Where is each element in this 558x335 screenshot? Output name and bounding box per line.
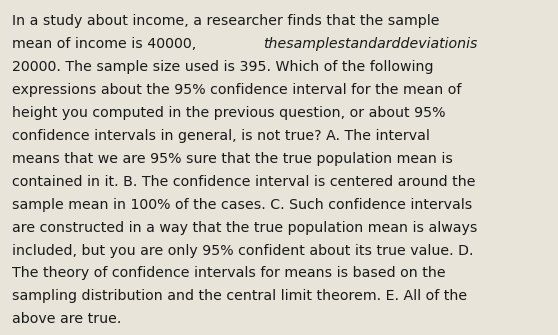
Text: thesamplestandarddeviationis: thesamplestandarddeviationis <box>263 37 478 51</box>
Text: contained in it. B. The confidence interval is centered around the: contained in it. B. The confidence inter… <box>12 175 476 189</box>
Text: expressions about the 95% confidence interval for the mean of: expressions about the 95% confidence int… <box>12 83 461 97</box>
Text: included, but you are only 95% confident about its true value. D.: included, but you are only 95% confident… <box>12 244 474 258</box>
Text: means that we are 95% sure that the true population mean is: means that we are 95% sure that the true… <box>12 152 453 166</box>
Text: mean of income is 40000,: mean of income is 40000, <box>12 37 196 51</box>
Text: The theory of confidence intervals for means is based on the: The theory of confidence intervals for m… <box>12 267 446 280</box>
Text: above are true.: above are true. <box>12 313 122 326</box>
Text: sampling distribution and the central limit theorem. E. All of the: sampling distribution and the central li… <box>12 289 468 304</box>
Text: 20000. The sample size used is 395. Which of the following: 20000. The sample size used is 395. Whic… <box>12 60 434 74</box>
Text: sample mean in 100% of the cases. C. Such confidence intervals: sample mean in 100% of the cases. C. Suc… <box>12 198 473 212</box>
Text: are constructed in a way that the true population mean is always: are constructed in a way that the true p… <box>12 221 478 234</box>
Text: height you computed in the previous question, or about 95%: height you computed in the previous ques… <box>12 106 446 120</box>
Text: In a study about income, a researcher finds that the sample: In a study about income, a researcher fi… <box>12 14 440 28</box>
Text: confidence intervals in general, is not true? A. The interval: confidence intervals in general, is not … <box>12 129 430 143</box>
